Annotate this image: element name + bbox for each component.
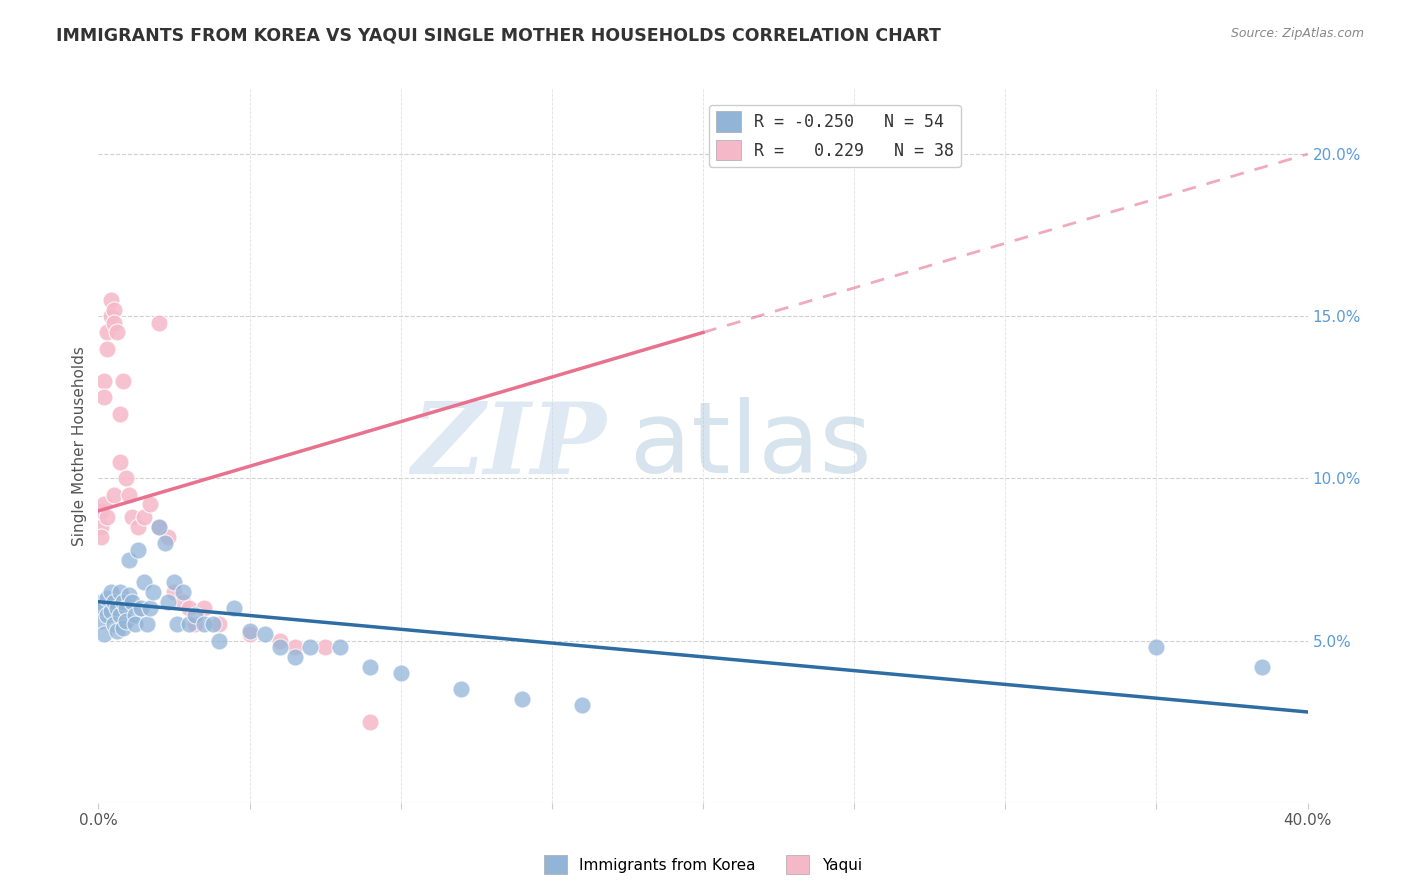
Text: IMMIGRANTS FROM KOREA VS YAQUI SINGLE MOTHER HOUSEHOLDS CORRELATION CHART: IMMIGRANTS FROM KOREA VS YAQUI SINGLE MO… [56,27,941,45]
Point [93,374,115,388]
Point [135,617,157,632]
Point [90,504,112,518]
Point [93,497,115,511]
Point [96,591,118,606]
Text: Source: ZipAtlas.com: Source: ZipAtlas.com [1230,27,1364,40]
Point [124,607,146,622]
Point [153,536,176,550]
Point [127,520,149,534]
Point [269,640,291,654]
Point [163,575,186,590]
Point [93,601,115,615]
Point [360,659,382,673]
Point [108,455,131,469]
Point [100,604,122,618]
Point [132,575,155,590]
Point [100,310,122,324]
Point [450,682,472,697]
Point [100,293,122,307]
Point [105,601,128,615]
Point [299,640,322,654]
Point [142,585,165,599]
Point [148,316,170,330]
Point [148,520,170,534]
Point [510,692,533,706]
Point [314,640,336,654]
Point [253,627,276,641]
Point [156,530,179,544]
Point [118,588,141,602]
Point [129,601,152,615]
Point [184,617,207,632]
Point [179,601,201,615]
Point [90,595,112,609]
Point [202,617,225,632]
Point [108,407,131,421]
Text: atlas: atlas [630,398,872,494]
Point [156,595,179,609]
Point [329,640,352,654]
Point [148,520,170,534]
Point [193,601,215,615]
Point [108,607,131,622]
Point [103,617,125,632]
Point [114,471,136,485]
Point [114,614,136,628]
Point [96,326,118,340]
Point [269,633,291,648]
Point [1251,659,1274,673]
Point [103,488,125,502]
Y-axis label: Single Mother Households: Single Mother Households [72,346,87,546]
Point [127,542,149,557]
Point [139,497,162,511]
Point [163,585,186,599]
Point [1144,640,1167,654]
Point [105,624,128,638]
Point [179,617,201,632]
Point [172,585,194,599]
Point [284,640,307,654]
Point [96,607,118,622]
Point [284,649,307,664]
Point [121,510,143,524]
Point [172,595,194,609]
Point [118,552,141,566]
Point [103,595,125,609]
Point [100,585,122,599]
Point [103,316,125,330]
Point [103,302,125,317]
Point [90,520,112,534]
Legend: Immigrants from Korea, Yaqui: Immigrants from Korea, Yaqui [538,849,868,880]
Point [139,601,162,615]
Point [93,627,115,641]
Point [90,530,112,544]
Point [105,326,128,340]
Point [239,624,262,638]
Legend: R = -0.250   N = 54, R =   0.229   N = 38: R = -0.250 N = 54, R = 0.229 N = 38 [709,104,960,167]
Point [93,390,115,404]
Point [132,510,155,524]
Point [124,617,146,632]
Point [90,614,112,628]
Point [208,633,231,648]
Point [96,342,118,356]
Point [193,617,215,632]
Point [224,601,246,615]
Point [111,595,134,609]
Point [571,698,593,713]
Point [239,627,262,641]
Point [389,666,412,681]
Point [96,510,118,524]
Point [118,488,141,502]
Point [111,621,134,635]
Point [166,617,188,632]
Point [184,607,207,622]
Point [360,714,382,729]
Point [111,374,134,388]
Point [121,595,143,609]
Text: ZIP: ZIP [412,398,606,494]
Point [108,585,131,599]
Point [208,617,231,632]
Point [114,601,136,615]
